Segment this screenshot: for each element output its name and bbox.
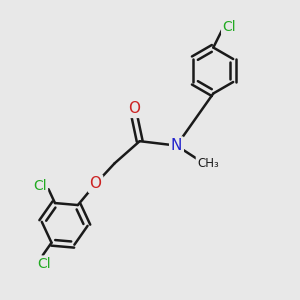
Text: Cl: Cl <box>38 257 51 271</box>
Text: CH₃: CH₃ <box>197 157 219 170</box>
Text: O: O <box>89 176 101 191</box>
Text: Cl: Cl <box>223 20 236 34</box>
Text: Cl: Cl <box>33 179 46 193</box>
Text: O: O <box>128 101 140 116</box>
Text: N: N <box>171 138 182 153</box>
